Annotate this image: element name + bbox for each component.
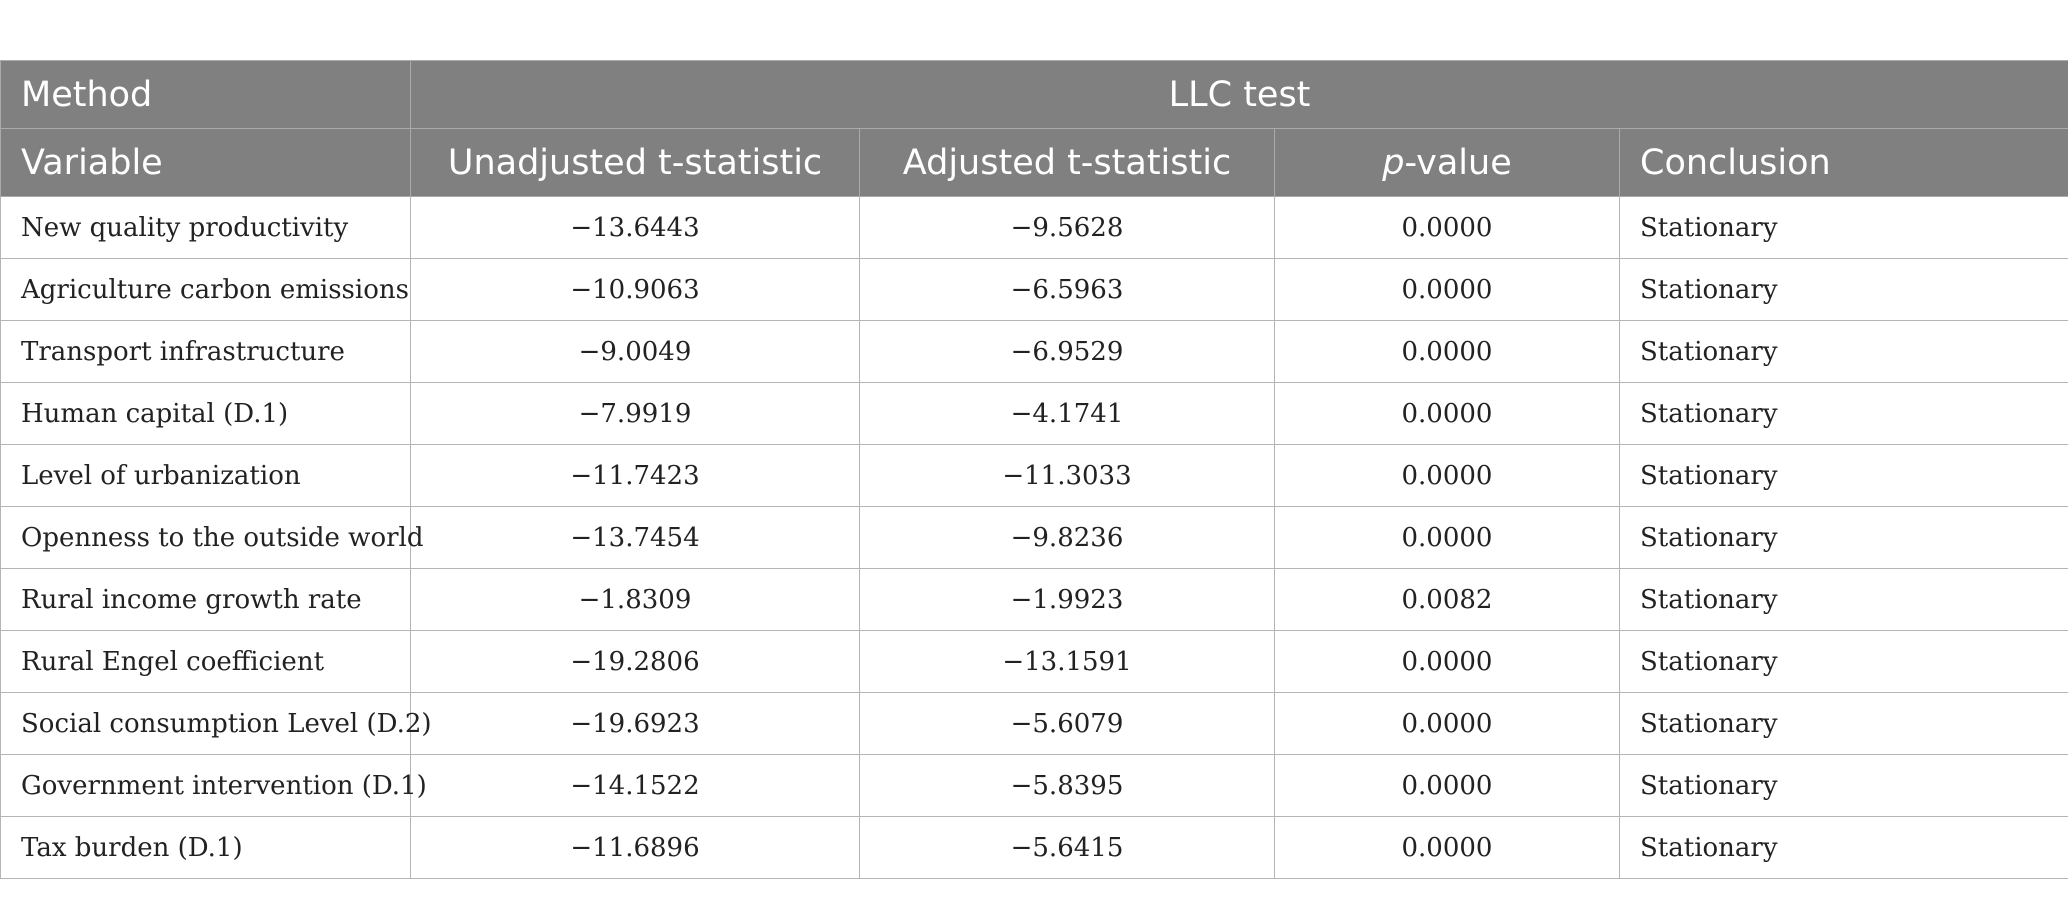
unadjusted-t-statistic-cell: −14.1522 xyxy=(410,754,860,817)
adjusted-t-statistic-cell: −6.5963 xyxy=(859,258,1275,321)
conclusion-header: Conclusion xyxy=(1618,128,2068,197)
conclusion-cell: Stationary xyxy=(1618,754,2068,817)
adjusted-t-statistic-cell: −5.6079 xyxy=(859,692,1275,755)
table-row: Human capital (D.1) −7.9919 −4.1741 0.0000 S… xyxy=(0,382,2068,445)
conclusion-cell: Stationary xyxy=(1618,692,2068,755)
adjusted-t-statistic-cell: −13.1591 xyxy=(859,630,1275,693)
table-row: Government intervention (D.1) −14.1522 −5.… xyxy=(0,754,2068,817)
unadjusted-t-statistic-cell: −13.7454 xyxy=(410,506,860,569)
unadjusted-t-statistic-cell: −10.9063 xyxy=(410,258,860,321)
adjusted-t-statistic-cell: −9.8236 xyxy=(859,506,1275,569)
unadjusted-t-statistic-header: Unadjusted t-statistic xyxy=(410,128,860,197)
llc-test-header: LLC test xyxy=(409,60,2068,129)
p-value-cell: 0.0000 xyxy=(1274,816,1620,879)
conclusion-cell: Stationary xyxy=(1618,382,2068,445)
adjusted-t-statistic-cell: −9.5628 xyxy=(859,196,1275,259)
unadjusted-t-statistic-cell: −13.6443 xyxy=(410,196,860,259)
unadjusted-t-statistic-cell: −19.2806 xyxy=(410,630,860,693)
conclusion-cell: Stationary xyxy=(1618,506,2068,569)
adjusted-t-statistic-cell: −6.9529 xyxy=(859,320,1275,383)
llc-test-table: Method LLC test Variable Unadjusted t-st… xyxy=(0,60,2068,879)
table-row: Transport infrastructure −9.0049 −6.9529 0.… xyxy=(0,320,2068,383)
p-value-cell: 0.0000 xyxy=(1274,506,1620,569)
unadjusted-t-statistic-cell: −19.6923 xyxy=(410,692,860,755)
table-body: New quality productivity −13.6443 −9.5628 0… xyxy=(0,196,2068,879)
adjusted-t-statistic-cell: −4.1741 xyxy=(859,382,1275,445)
unadjusted-t-statistic-cell: −11.6896 xyxy=(410,816,860,879)
p-value-cell: 0.0000 xyxy=(1274,692,1620,755)
variable-cell: Rural income growth rate xyxy=(0,568,411,631)
conclusion-cell: Stationary xyxy=(1618,568,2068,631)
variable-cell: Rural Engel coefficient xyxy=(0,630,411,693)
p-value-cell: 0.0000 xyxy=(1274,382,1620,445)
conclusion-cell: Stationary xyxy=(1618,258,2068,321)
p-value-cell: 0.0000 xyxy=(1274,196,1620,259)
unadjusted-t-statistic-cell: −9.0049 xyxy=(410,320,860,383)
p-value-cell: 0.0000 xyxy=(1274,630,1620,693)
adjusted-t-statistic-cell: −11.3033 xyxy=(859,444,1275,507)
variable-cell: Transport infrastructure xyxy=(0,320,411,383)
header-row-method: Method LLC test xyxy=(0,60,2068,129)
unadjusted-t-statistic-cell: −7.9919 xyxy=(410,382,860,445)
variable-cell: Government intervention (D.1) xyxy=(0,754,427,817)
variable-cell: Tax burden (D.1) xyxy=(0,816,411,879)
p-value-header-italic: p xyxy=(1382,142,1405,183)
table-header: Method LLC test Variable Unadjusted t-st… xyxy=(0,60,2068,197)
variable-cell: Agriculture carbon emissions xyxy=(0,258,411,321)
p-value-cell: 0.0000 xyxy=(1274,258,1620,321)
variable-cell: Social consumption Level (D.2) xyxy=(0,692,432,755)
table-row: New quality productivity −13.6443 −9.5628 0… xyxy=(0,196,2068,259)
variable-cell: New quality productivity xyxy=(0,196,411,259)
p-value-cell: 0.0082 xyxy=(1274,568,1620,631)
p-value-cell: 0.0000 xyxy=(1274,320,1620,383)
conclusion-cell: Stationary xyxy=(1618,630,2068,693)
variable-cell: Human capital (D.1) xyxy=(0,382,411,445)
variable-header: Variable xyxy=(0,128,411,197)
table-row: Level of urbanization −11.7423 −11.3033 0.0… xyxy=(0,444,2068,507)
unadjusted-t-statistic-cell: −1.8309 xyxy=(410,568,860,631)
p-value-cell: 0.0000 xyxy=(1274,754,1620,817)
adjusted-t-statistic-header: Adjusted t-statistic xyxy=(859,128,1275,197)
variable-cell: Openness to the outside world xyxy=(0,506,423,569)
conclusion-cell: Stationary xyxy=(1618,444,2068,507)
p-value-header: p-value xyxy=(1274,128,1620,197)
llc-test-table-container: Method LLC test Variable Unadjusted t-st… xyxy=(0,60,2068,879)
variable-cell: Level of urbanization xyxy=(0,444,411,507)
conclusion-cell: Stationary xyxy=(1618,196,2068,259)
p-value-cell: 0.0000 xyxy=(1274,444,1620,507)
p-value-header-rest: -value xyxy=(1404,142,1512,183)
header-row-variable: Variable Unadjusted t-statistic Adjusted… xyxy=(0,128,2068,197)
table-row: Social consumption Level (D.2) −19.6923 −5… xyxy=(0,692,2068,755)
conclusion-cell: Stationary xyxy=(1618,320,2068,383)
table-row: Tax burden (D.1) −11.6896 −5.6415 0.0000 Sta… xyxy=(0,816,2068,879)
adjusted-t-statistic-cell: −1.9923 xyxy=(859,568,1275,631)
adjusted-t-statistic-cell: −5.6415 xyxy=(859,816,1275,879)
adjusted-t-statistic-cell: −5.8395 xyxy=(859,754,1275,817)
conclusion-cell: Stationary xyxy=(1618,816,2068,879)
table-row: Rural income growth rate −1.8309 −1.9923 0.… xyxy=(0,568,2068,631)
method-header: Method xyxy=(0,60,411,129)
table-row: Rural Engel coefficient −19.2806 −13.1591 0… xyxy=(0,630,2068,693)
unadjusted-t-statistic-cell: −11.7423 xyxy=(410,444,860,507)
table-row: Openness to the outside world −13.7454 −9.… xyxy=(0,506,2068,569)
table-row: Agriculture carbon emissions −10.9063 −6.5… xyxy=(0,258,2068,321)
